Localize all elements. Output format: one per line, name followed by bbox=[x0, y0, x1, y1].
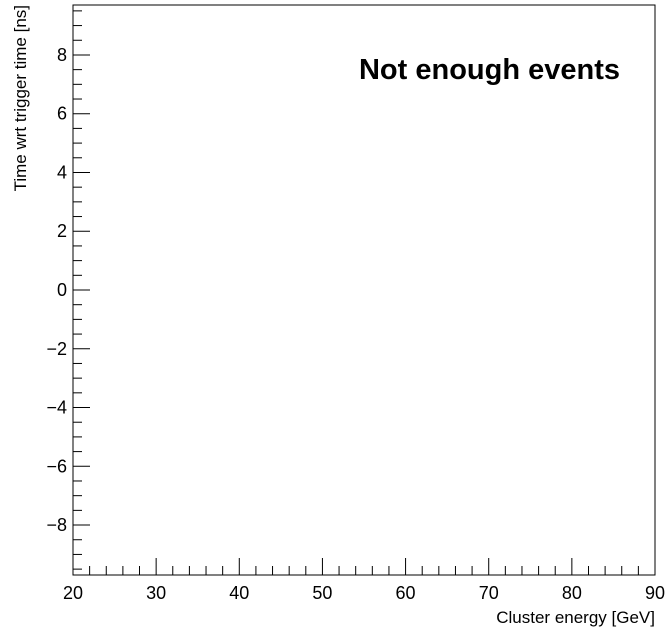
y-tick-label: −2 bbox=[46, 339, 67, 359]
axis-ticks bbox=[72, 10, 656, 575]
x-tick-label: 80 bbox=[562, 583, 582, 603]
y-tick-label: −4 bbox=[46, 398, 67, 418]
x-tick-label: 90 bbox=[645, 583, 665, 603]
y-tick-label: 4 bbox=[57, 162, 67, 182]
axis-tick-labels: 20 30 40 50 60 70 80 90 −8 −6 −4 −2 0 2 4 6 8 bbox=[46, 45, 665, 603]
chart-annotation: Not enough events bbox=[359, 54, 620, 86]
x-tick-label: 20 bbox=[63, 583, 83, 603]
y-tick-label: 6 bbox=[57, 104, 67, 124]
y-axis-label: Time wrt trigger time [ns] bbox=[11, 5, 30, 191]
y-tick-label: 2 bbox=[57, 221, 67, 241]
plot-frame bbox=[72, 4, 656, 576]
y-tick-label: 0 bbox=[57, 280, 67, 300]
x-tick-label: 40 bbox=[229, 583, 249, 603]
x-tick-label: 30 bbox=[146, 583, 166, 603]
x-axis-label: Cluster energy [GeV] bbox=[496, 608, 655, 627]
x-tick-label: 60 bbox=[396, 583, 416, 603]
y-tick-label: 8 bbox=[57, 45, 67, 65]
y-tick-label: −8 bbox=[46, 515, 67, 535]
y-tick-label: −6 bbox=[46, 456, 67, 476]
x-tick-label: 70 bbox=[479, 583, 499, 603]
x-tick-label: 50 bbox=[312, 583, 332, 603]
